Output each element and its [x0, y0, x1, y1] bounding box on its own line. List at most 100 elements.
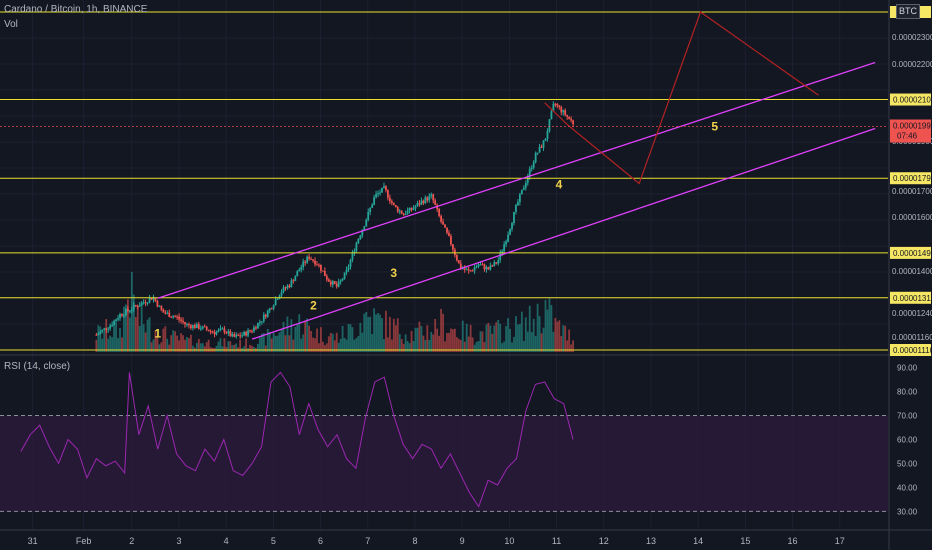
- candle-body: [203, 326, 206, 328]
- candle-body: [180, 319, 182, 321]
- candle-body: [503, 244, 506, 251]
- candle-body: [473, 267, 476, 271]
- candle-body: [568, 116, 571, 119]
- rsi-line: [20, 371, 574, 508]
- candle-body: [221, 328, 224, 330]
- volume-bar: [388, 316, 391, 352]
- time-tick-label: 17: [835, 536, 845, 546]
- candle-body: [255, 327, 257, 329]
- candle-body: [264, 314, 267, 317]
- candle-body: [542, 140, 545, 148]
- candle-body: [117, 318, 119, 320]
- volume-bar: [156, 336, 159, 352]
- candle-body: [426, 197, 429, 201]
- candle-body: [560, 106, 563, 113]
- volume-bar: [343, 337, 346, 352]
- volume-bar: [201, 343, 204, 352]
- volume-bar: [103, 332, 106, 352]
- volume-bar: [286, 316, 289, 352]
- candle-body: [331, 280, 334, 285]
- volume-bar: [501, 343, 504, 352]
- volume-bar: [184, 339, 186, 352]
- volume-bar: [160, 342, 163, 352]
- volume-bar: [528, 305, 531, 352]
- candle-body: [168, 312, 171, 317]
- volume-bar: [477, 341, 480, 352]
- volume-bar: [418, 321, 421, 352]
- candle-body: [158, 305, 161, 307]
- candle-body: [353, 251, 356, 253]
- candle-body: [182, 320, 184, 323]
- candle-body: [186, 324, 188, 326]
- volume-bar: [426, 325, 429, 352]
- rsi-tick-label: 50.00: [897, 459, 918, 468]
- volume-bar: [245, 338, 247, 352]
- wave-label: 1: [154, 326, 161, 340]
- candle-body: [329, 281, 332, 285]
- candle-body: [306, 256, 309, 263]
- candle-body: [363, 226, 366, 230]
- candle-body: [215, 331, 218, 335]
- candle-body: [251, 331, 253, 333]
- candle-body: [351, 252, 354, 260]
- volume-bar: [221, 346, 224, 352]
- time-tick-label: 7: [365, 536, 370, 546]
- rsi-tick-label: 70.00: [897, 412, 918, 421]
- time-tick-label: 9: [460, 536, 465, 546]
- volume-bar: [410, 330, 413, 352]
- volume-bar: [550, 305, 553, 352]
- candle-body: [111, 324, 114, 326]
- candle-body: [172, 316, 175, 318]
- volume-bar: [128, 317, 131, 352]
- volume-bar: [312, 337, 314, 352]
- volume-bar: [276, 335, 279, 352]
- volume-bar: [115, 320, 117, 352]
- candle-body: [387, 190, 389, 198]
- volume-bar: [434, 319, 437, 352]
- volume-bar: [424, 339, 427, 352]
- time-tick-label: 31: [28, 536, 38, 546]
- candle-body: [278, 295, 281, 299]
- candle-body: [195, 324, 198, 329]
- volume-bar: [548, 298, 551, 352]
- candle-body: [414, 206, 417, 209]
- volume-bar: [371, 334, 374, 352]
- volume-bar: [562, 325, 565, 352]
- candle-body: [308, 256, 311, 259]
- candle-body: [113, 320, 115, 325]
- candle-body: [320, 264, 322, 271]
- volume-bar: [168, 344, 171, 352]
- candle-body: [418, 203, 421, 205]
- volume-bar: [479, 331, 482, 352]
- volume-bar: [140, 303, 143, 352]
- candle-body: [501, 250, 504, 253]
- candle-body: [239, 335, 242, 337]
- volume-bar: [290, 319, 293, 352]
- volume-bar: [113, 323, 115, 352]
- candle-body: [518, 194, 521, 203]
- volume-bar: [125, 304, 127, 352]
- volume-bar: [471, 337, 474, 352]
- volume-bar: [174, 331, 177, 352]
- candle-body: [294, 276, 297, 282]
- candle-body: [333, 280, 336, 284]
- projection-path: [544, 11, 819, 185]
- candle-body: [188, 324, 190, 326]
- candle-body: [128, 310, 131, 312]
- volume-bar: [176, 335, 179, 352]
- volume-bar: [107, 338, 110, 352]
- price-level-badge: [890, 246, 931, 259]
- candle-body: [184, 322, 186, 325]
- volume-bar: [258, 336, 261, 352]
- candle-body: [154, 297, 157, 302]
- volume-bar: [408, 343, 411, 352]
- currency-badge[interactable]: BTC: [896, 4, 920, 19]
- volume-bar: [367, 317, 370, 352]
- candle-body: [262, 314, 265, 322]
- candle-body: [341, 278, 344, 281]
- time-tick-label: 2: [129, 536, 134, 546]
- volume-bar: [544, 299, 547, 352]
- volume-bar: [392, 318, 395, 352]
- volume-bar: [274, 335, 277, 352]
